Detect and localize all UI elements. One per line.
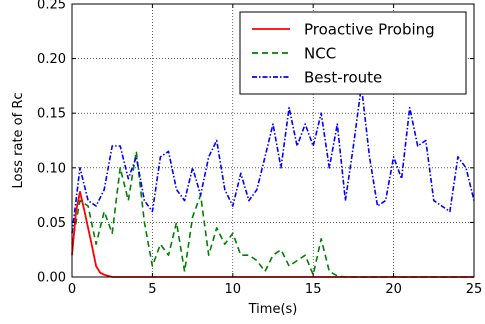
- x-axis-label: Time(s): [248, 302, 298, 317]
- series-lines: [71, 85, 475, 278]
- series-line-best-route: [71, 85, 475, 234]
- series-line-ncc: [71, 150, 474, 278]
- y-tick-label: 0.05: [37, 216, 66, 231]
- legend-label: Best-route: [304, 69, 382, 87]
- y-tick-label: 0.20: [37, 52, 66, 67]
- y-tick-label: 0.25: [37, 0, 66, 13]
- y-tick-label: 0.10: [37, 161, 66, 176]
- y-tick-label: 0.15: [37, 107, 66, 122]
- plot-frame: [71, 3, 475, 278]
- x-tick-label: 20: [385, 282, 402, 297]
- y-axis-label: Loss rate of Rc: [11, 92, 26, 188]
- legend-label: Proactive Probing: [304, 21, 435, 39]
- axis-ticks: 0 5 10 15 20 25 0.00 0.05 0.10 0.15 0.20 0.25: [37, 0, 482, 297]
- legend: Proactive Probing NCC Best-route: [239, 11, 467, 95]
- x-tick-label: 25: [466, 282, 483, 297]
- x-tick-label: 0: [68, 282, 76, 297]
- x-tick-label: 5: [148, 282, 156, 297]
- x-tick-label: 10: [225, 282, 242, 297]
- series-line-proactive-probing: [71, 190, 474, 278]
- x-tick-label: 15: [305, 282, 322, 297]
- legend-label: NCC: [304, 45, 336, 63]
- y-tick-label: 0.00: [37, 271, 66, 286]
